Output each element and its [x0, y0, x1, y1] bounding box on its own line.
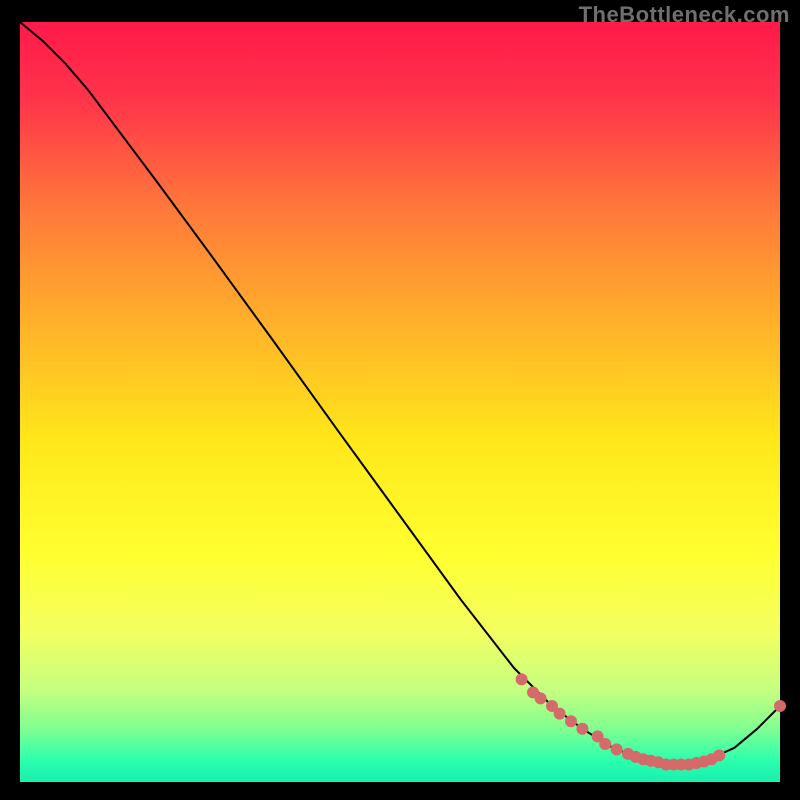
data-marker — [566, 716, 577, 727]
plot-background — [20, 22, 780, 782]
bottleneck-chart — [0, 0, 800, 800]
data-marker — [611, 744, 622, 755]
data-marker — [554, 708, 565, 719]
watermark-label: TheBottleneck.com — [579, 2, 790, 28]
chart-container: { "watermark": { "text": "TheBottleneck.… — [0, 0, 800, 800]
data-marker — [775, 701, 786, 712]
data-marker — [577, 723, 588, 734]
data-marker — [516, 674, 527, 685]
data-marker — [600, 739, 611, 750]
data-marker — [714, 750, 725, 761]
data-marker — [535, 693, 546, 704]
